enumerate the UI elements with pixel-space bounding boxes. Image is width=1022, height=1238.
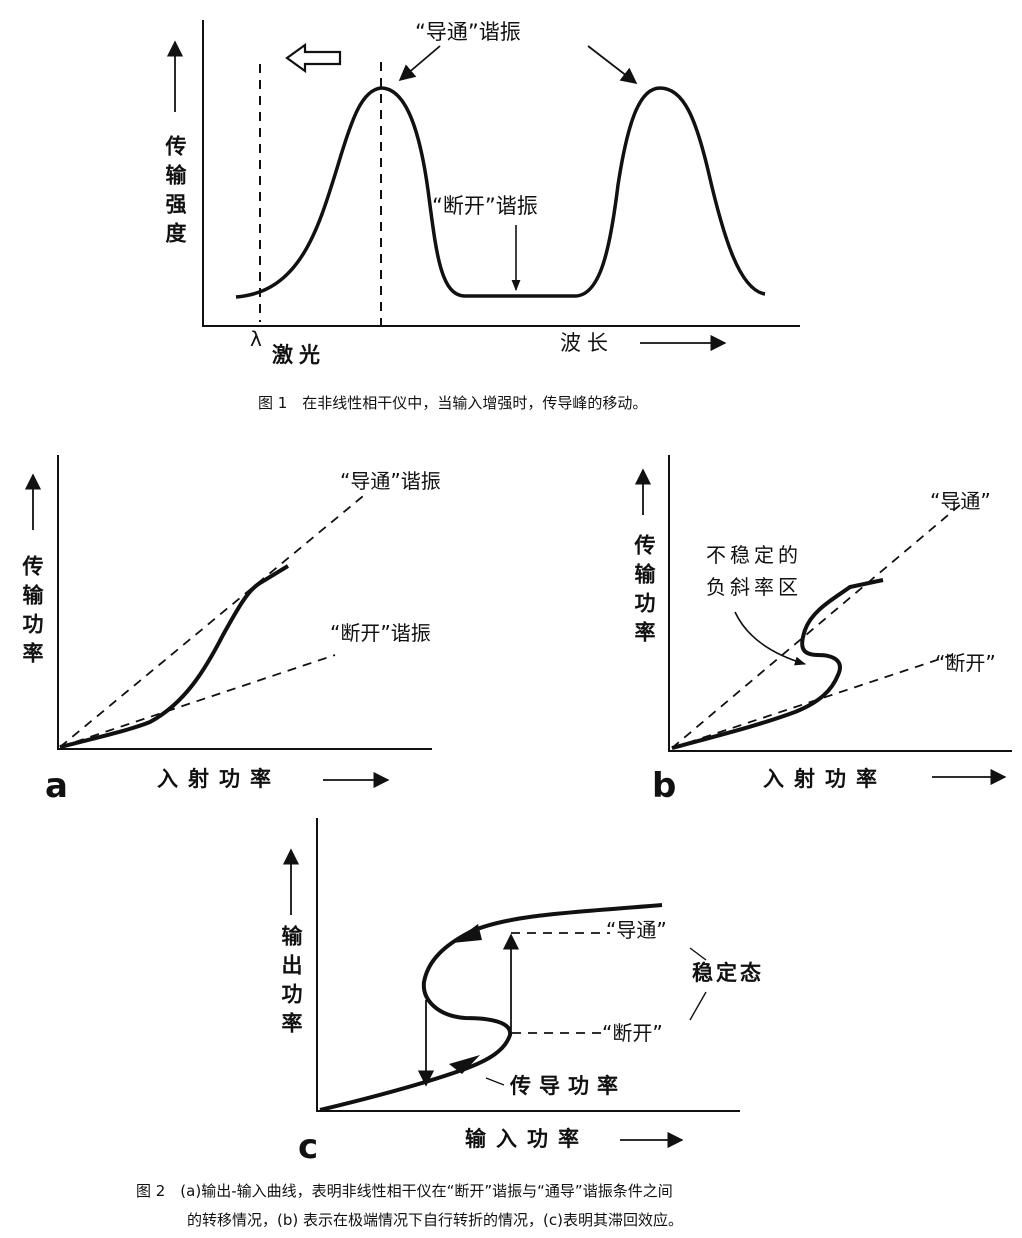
fig2b-x-label: 入射功率: [763, 767, 887, 791]
fig2a-on-label: “导通”谐振: [340, 469, 441, 493]
fig2c-stable-link-bottom: [689, 991, 707, 1021]
fig2c-backward-arrowhead: [452, 924, 482, 943]
fig2c-forward-arrowhead: [449, 1055, 480, 1074]
fig2c-on-label: “导通”: [606, 918, 667, 942]
fig2a-off-line: [59, 654, 336, 748]
fig1-laser-label: 激光: [272, 343, 326, 367]
fig1-on-arrow-left: [398, 45, 441, 82]
fig2c-off-label: “断开”: [602, 1021, 663, 1045]
fig1-on-arrow-right: [587, 45, 638, 84]
fig1-off-resonance-label: “断开”谐振: [432, 194, 538, 218]
fig1-x-label: 波长: [560, 331, 614, 355]
fig1-on-resonance-label: “导通”谐振: [415, 20, 521, 44]
figure-1: 传输强度 “导通”谐振 “断开”谐振 λ 激光 波长: [163, 20, 800, 367]
fig2a-on-line: [59, 491, 369, 748]
fig2a-x-label: 入射功率: [157, 767, 281, 791]
fig1-caption: 图 1 在非线性相干仪中，当输入增强时，传导峰的移动。: [258, 394, 648, 412]
fig2c-y-label: 输出功率: [279, 924, 303, 1041]
figure-2a: 传输功率 “导通”谐振 “断开”谐振 a 入射功率: [20, 455, 441, 806]
fig2c-conduct-label: 传导功率: [509, 1074, 626, 1098]
fig2b-unstable-arrow: [734, 611, 807, 666]
fig2b-y-label: 传输功率: [632, 534, 657, 650]
fig2c-stable-label: 稳定态: [692, 961, 764, 985]
fig2-caption-line1: 图 2 (a)输出-输入曲线，表明非线性相干仪在“断开”谐振与“通导”谐振条件之…: [136, 1182, 673, 1200]
fig2b-unstable-line2: 负斜率区: [706, 575, 802, 599]
fig2a-transfer-curve: [59, 564, 290, 749]
figure-2b: 传输功率 不稳定的 负斜率区 “导通” “断开” b 入射功率: [632, 455, 1012, 806]
fig2b-panel-letter: b: [652, 766, 676, 806]
fig2c-stable-link-top: [689, 947, 707, 961]
fig2-caption-line2: 的转移情况，(b) 表示在极端情况下自行转折的情况，(c)表明其滞回效应。: [187, 1211, 683, 1229]
fig2c-hysteresis-curve: [319, 903, 663, 1112]
fig2a-off-label: “断开”谐振: [330, 621, 431, 645]
fig1-laser-symbol: λ: [250, 327, 262, 351]
fig1-transmission-curve: [235, 86, 766, 299]
fig1-shift-arrow-icon: [285, 42, 342, 74]
fig2b-on-line: [671, 504, 961, 749]
fig1-y-label: 传输强度: [163, 135, 188, 251]
fig2b-on-label: “导通”: [930, 489, 991, 513]
fig2a-y-label: 传输功率: [20, 555, 45, 671]
fig2a-panel-letter: a: [45, 766, 68, 806]
fig2c-conduct-link: [485, 1077, 505, 1086]
fig2b-transfer-curve: [671, 578, 884, 750]
figure-2c: 输出功率 “导通” “断开” 稳定态 传导功率 c 输入功率: [279, 818, 764, 1167]
fig2b-off-label: “断开”: [935, 651, 996, 675]
fig2c-x-label: 输入功率: [465, 1127, 589, 1151]
fig2b-unstable-line1: 不稳定的: [706, 543, 802, 567]
fig2c-panel-letter: c: [298, 1127, 318, 1167]
